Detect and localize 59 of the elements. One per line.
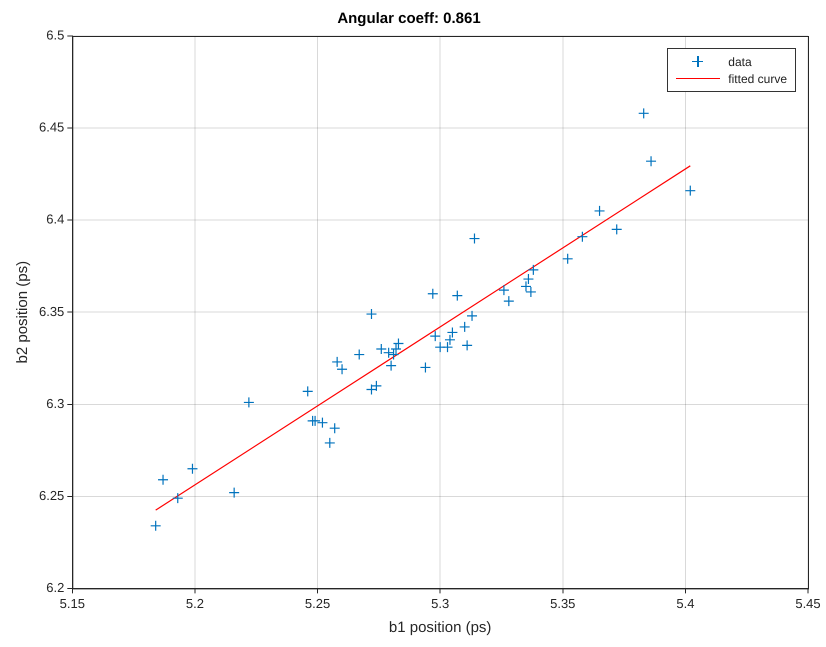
- point: [420, 362, 432, 374]
- point: [172, 492, 184, 504]
- y-tick-label: 6.35: [38, 304, 64, 319]
- x-tick-label: 5.2: [186, 596, 204, 611]
- point: [594, 205, 606, 217]
- legend-label: data: [728, 54, 752, 68]
- point: [528, 264, 539, 276]
- x-tick-label: 5.35: [550, 596, 576, 611]
- x-tick-label: 5.25: [304, 596, 330, 611]
- point: [466, 310, 478, 322]
- point: [576, 231, 588, 242]
- point: [186, 463, 198, 474]
- point: [316, 417, 328, 428]
- x-tick-label: 5.15: [60, 596, 85, 611]
- point: [442, 342, 454, 353]
- legend-label: fitted curve: [728, 72, 787, 86]
- point: [498, 284, 510, 296]
- point: [302, 386, 314, 397]
- point: [243, 396, 254, 408]
- point: [444, 334, 456, 346]
- point: [392, 338, 404, 350]
- x-tick-label: 5.3: [431, 596, 450, 611]
- point: [452, 290, 463, 302]
- point: [386, 360, 397, 372]
- chart-title: Angular coeff: 0.861: [337, 10, 481, 28]
- y-tick-label: 6.3: [46, 396, 64, 411]
- point: [228, 487, 240, 498]
- point: [390, 343, 402, 355]
- point: [684, 185, 696, 196]
- y-tick-label: 6.2: [46, 580, 64, 595]
- point: [645, 156, 657, 167]
- x-tick-label: 5.4: [676, 596, 694, 611]
- point: [309, 415, 321, 426]
- point: [503, 296, 514, 307]
- point: [459, 321, 470, 333]
- y-tick-label: 6.4: [46, 212, 64, 227]
- point: [366, 384, 378, 396]
- point: [446, 326, 458, 338]
- point: [354, 348, 365, 360]
- point: [157, 474, 169, 486]
- y-tick-label: 6.25: [38, 488, 64, 503]
- point: [562, 253, 574, 264]
- point: [366, 308, 378, 320]
- point: [468, 232, 480, 244]
- point: [611, 224, 622, 235]
- y-tick-label: 6.5: [46, 28, 64, 43]
- point: [522, 273, 534, 285]
- point: [462, 340, 473, 351]
- point: [150, 520, 162, 532]
- point: [430, 330, 441, 342]
- x-tick-label: 5.45: [795, 596, 821, 611]
- x-axis-title: b1 position (ps): [388, 619, 492, 636]
- point: [324, 437, 336, 449]
- point: [370, 380, 382, 392]
- y-axis-title: b2 position (ps): [14, 260, 32, 364]
- point: [638, 108, 650, 119]
- point: [329, 422, 340, 434]
- point: [427, 288, 438, 300]
- y-tick-label: 6.45: [38, 120, 64, 135]
